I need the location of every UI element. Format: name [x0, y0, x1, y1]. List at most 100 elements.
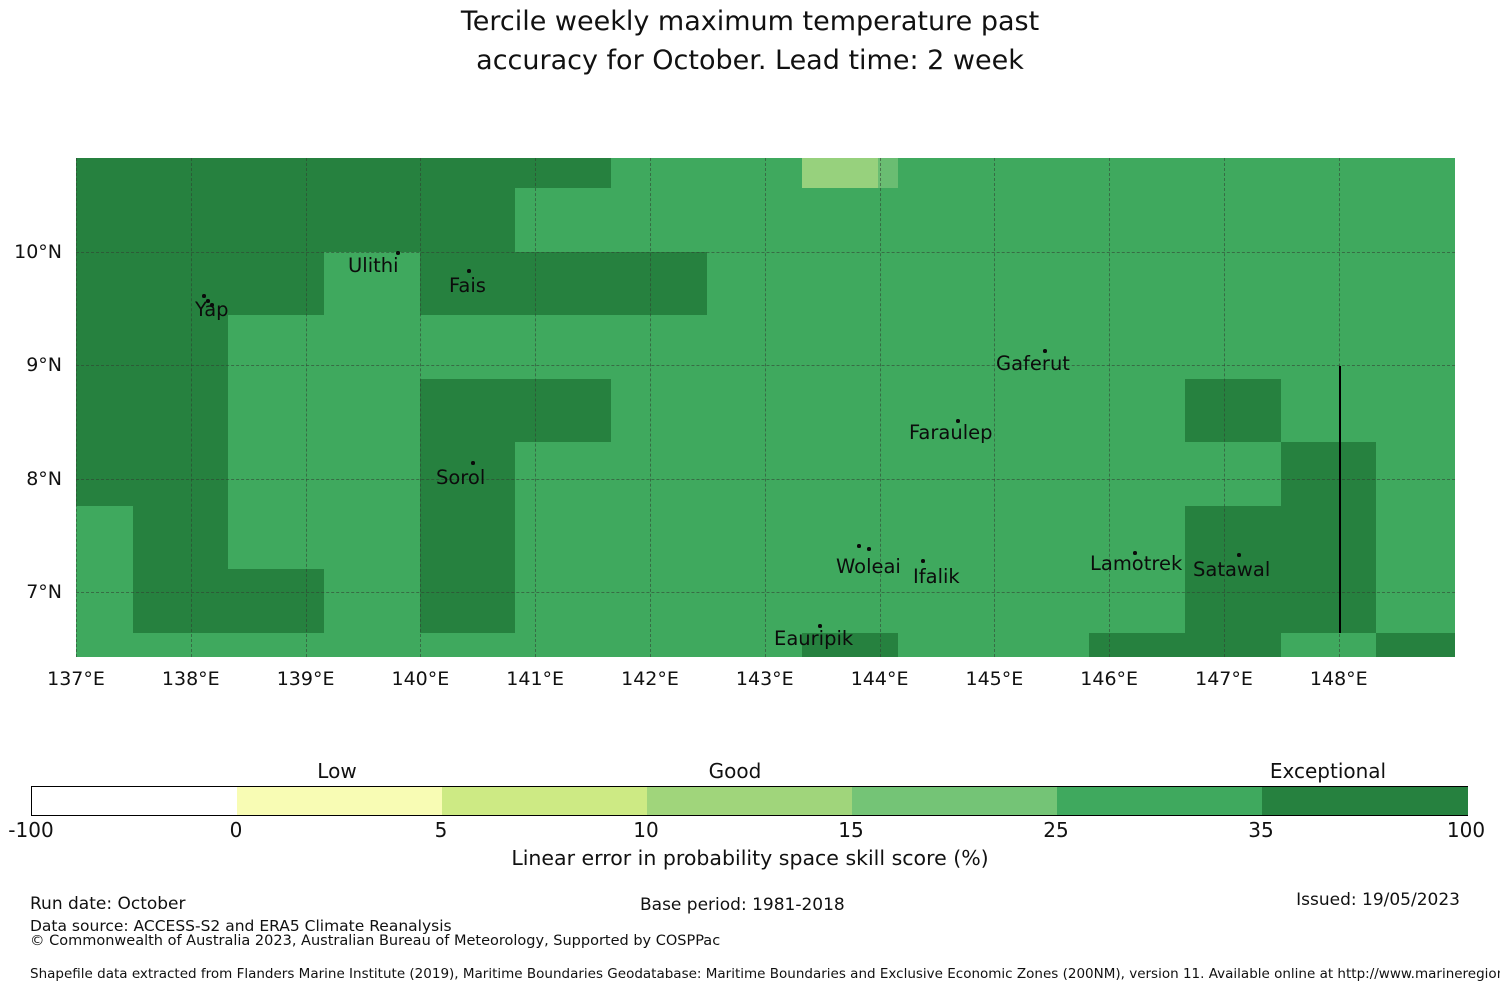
map-cell	[611, 158, 707, 188]
island-label: Woleai	[836, 555, 901, 578]
colorbar-category-label: Good	[708, 759, 762, 783]
map-cell	[75, 505, 133, 570]
map-cell	[75, 315, 133, 379]
map-cell	[132, 505, 229, 570]
y-tick-label: 7°N	[26, 581, 62, 604]
colorbar-tick-label: -100	[8, 818, 54, 842]
map-cell	[706, 378, 803, 443]
longitude-gridline	[1224, 158, 1225, 657]
map-cell	[1089, 251, 1185, 316]
map-cell	[1280, 633, 1377, 657]
map-cell	[706, 569, 803, 633]
colorbar-segment	[32, 787, 238, 815]
colorbar	[31, 786, 1468, 816]
island-marker-dot	[1043, 349, 1047, 353]
colorbar-tick-label: 5	[434, 818, 448, 842]
map-cell	[993, 633, 1090, 657]
map-cell	[1089, 442, 1185, 506]
map-cell	[228, 442, 324, 506]
chart-title-line1: Tercile weekly maximum temperature past	[460, 6, 1040, 37]
map-cell	[75, 188, 133, 252]
map-cell	[515, 315, 611, 379]
map-cell	[1185, 505, 1281, 570]
map-cell	[898, 569, 994, 633]
map-cell	[898, 442, 994, 506]
map-cell	[1376, 251, 1455, 316]
chart-title-line2: accuracy for October. Lead time: 2 week	[476, 45, 1024, 76]
x-tick-label: 143°E	[735, 668, 794, 690]
map-cell	[228, 315, 324, 379]
x-tick-label: 146°E	[1080, 668, 1139, 690]
map-cell	[75, 569, 133, 633]
map-cell	[611, 251, 707, 316]
longitude-gridline	[764, 158, 766, 657]
colorbar-category-label: Exceptional	[1269, 759, 1387, 783]
map-cell	[1185, 378, 1281, 443]
y-tick-label: 10°N	[14, 240, 62, 263]
map-cell	[802, 442, 898, 506]
island-label: Ulithi	[348, 254, 399, 277]
map-cell	[898, 251, 994, 316]
island-marker-dot	[956, 419, 960, 423]
longitude-gridline	[535, 158, 537, 657]
longitude-gridline	[190, 158, 192, 657]
island-label: Ifalik	[913, 565, 960, 588]
map-cell	[1185, 251, 1281, 316]
island-marker-dot	[471, 461, 475, 465]
map-cell	[228, 378, 324, 443]
map-cell	[706, 505, 803, 570]
map-cell	[898, 378, 994, 443]
colorbar-tick-label: 10	[633, 818, 659, 842]
map-cell	[515, 569, 611, 633]
map-cell	[419, 505, 516, 570]
x-tick-label: 139°E	[276, 668, 335, 690]
map-cell	[1089, 633, 1185, 657]
data-source-text: Data source: ACCESS-S2 and ERA5 Climate …	[30, 917, 452, 935]
map-cell	[1280, 158, 1377, 188]
map-cell	[132, 569, 229, 633]
colorbar-segment	[1057, 787, 1263, 815]
map-cell	[1376, 378, 1455, 443]
map-cell	[75, 442, 133, 506]
island-marker-dot	[1237, 553, 1241, 557]
island-marker-dot	[857, 544, 861, 548]
colorbar-tick-label: 25	[1043, 818, 1069, 842]
map-cell	[419, 442, 516, 506]
map-cell-patch	[878, 158, 898, 188]
map-cell	[132, 158, 229, 188]
map-cell	[228, 505, 324, 570]
map-cell	[1280, 188, 1377, 252]
map-cell	[228, 158, 324, 188]
map-cell	[132, 188, 229, 252]
map-cell	[419, 633, 516, 657]
map-cell	[611, 188, 707, 252]
map-cell	[1089, 188, 1185, 252]
map-cell	[1185, 315, 1281, 379]
map-cell	[1376, 442, 1455, 506]
colorbar-tick-label: 100	[1446, 818, 1486, 842]
map-cell	[324, 188, 420, 252]
colorbar-segment	[237, 787, 443, 815]
island-marker-dot	[396, 251, 400, 255]
latitude-gridline	[75, 365, 1455, 367]
map-cell	[324, 569, 420, 633]
longitude-gridline	[994, 158, 996, 657]
island-label: Gaferut	[996, 352, 1070, 375]
map-cell	[419, 188, 516, 252]
map-cell	[228, 633, 324, 657]
map-cell	[1185, 633, 1281, 657]
map-cell	[802, 633, 898, 657]
map-cell	[802, 378, 898, 443]
map-cell	[515, 188, 611, 252]
base-period-text: Base period: 1981-2018	[640, 895, 845, 915]
map-cell	[324, 378, 420, 443]
map-cell	[515, 158, 611, 188]
map-cell	[515, 378, 611, 443]
y-tick-label: 9°N	[26, 354, 62, 377]
map-cell	[802, 188, 898, 252]
x-tick-label: 148°E	[1309, 668, 1368, 690]
longitude-gridline	[650, 158, 651, 657]
chart-title: Tercile weekly maximum temperature past …	[0, 2, 1500, 80]
map-cell	[1089, 569, 1185, 633]
